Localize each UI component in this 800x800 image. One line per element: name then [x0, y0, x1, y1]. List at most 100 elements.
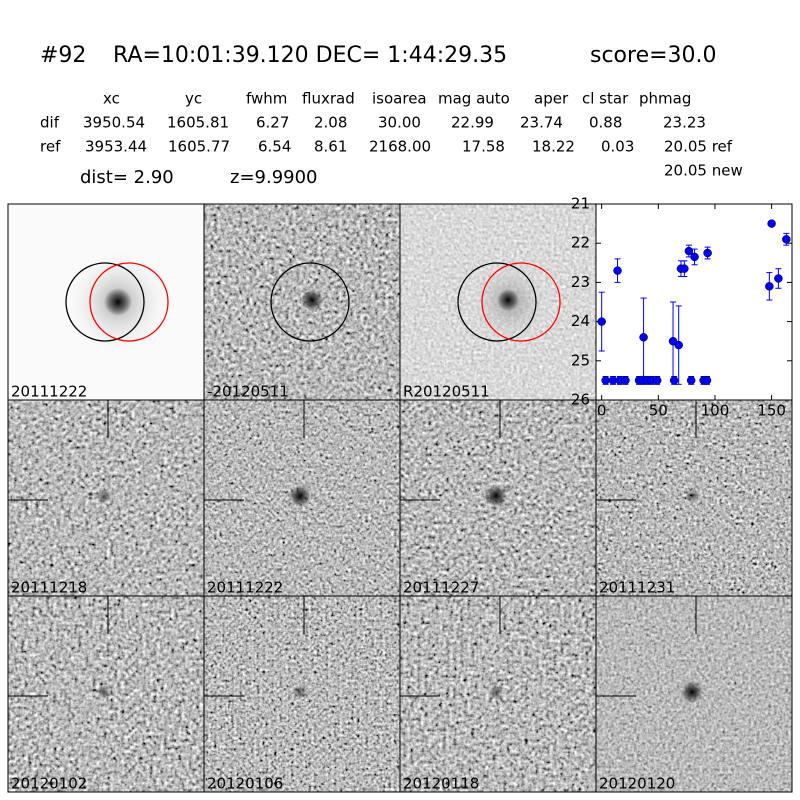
- point: [680, 264, 689, 273]
- stamp-label: -20120511: [207, 383, 289, 401]
- stamp: 20111231: [595, 399, 793, 597]
- table-cell: 1605.77: [168, 138, 230, 156]
- stamp-label: 20111222: [207, 579, 283, 597]
- table-cell: dif: [40, 114, 60, 132]
- table-cell: 3950.54: [83, 114, 145, 132]
- stamps: 20111222 -20120511 R20120511 20111218 201112…: [7, 203, 793, 793]
- point: [702, 376, 712, 385]
- column-header: xc: [103, 90, 120, 108]
- stamp-label: 20120102: [11, 775, 87, 793]
- new-mag: 20.05 new: [664, 162, 743, 180]
- x-tick-label: 100: [701, 402, 730, 420]
- point: [597, 317, 606, 326]
- point: [782, 235, 791, 244]
- source: [681, 681, 703, 703]
- source: [289, 485, 311, 507]
- y-tick-label: 25: [571, 351, 590, 369]
- source: [497, 289, 519, 311]
- stamp-label: 20111227: [403, 579, 479, 597]
- stamp: 20120120: [595, 595, 793, 793]
- x-tick-label: 150: [757, 402, 786, 420]
- point: [652, 376, 662, 385]
- table-cell: 23.74: [520, 114, 563, 132]
- source: [97, 685, 111, 699]
- y-tick-label: 21: [571, 195, 590, 213]
- score: score=30.0: [590, 43, 717, 68]
- source: [489, 685, 503, 699]
- source: [104, 288, 132, 316]
- stamp: 20111222: [203, 399, 401, 597]
- source: [97, 489, 111, 503]
- point: [767, 219, 776, 228]
- stamp: R20120511: [399, 203, 597, 401]
- point: [639, 333, 648, 342]
- column-header: cl star: [582, 90, 629, 108]
- stamp-label: 20120118: [403, 775, 479, 793]
- point: [601, 376, 610, 385]
- aperture: [457, 262, 537, 342]
- stamp-frame: [595, 595, 793, 793]
- table-cell: 6.27: [256, 114, 289, 132]
- stamp: 20111218: [7, 399, 205, 597]
- light-curve: 0 50 100 150 21 22 23 24 25 26: [571, 195, 793, 420]
- source: [485, 485, 507, 507]
- aperture-ref: [89, 262, 169, 342]
- y-tick-label: 23: [571, 273, 590, 291]
- column-header: aper: [534, 90, 569, 108]
- dist: dist= 2.90: [80, 167, 174, 188]
- column-header: fluxrad: [302, 90, 355, 108]
- table-cell: 20.05 ref: [664, 138, 733, 156]
- stamp-label: R20120511: [403, 383, 490, 401]
- table-cell: 17.58: [462, 138, 505, 156]
- plot-area: [596, 204, 792, 400]
- table-cell: 8.61: [314, 138, 347, 156]
- stamp-label: 20120106: [207, 775, 283, 793]
- point: [765, 282, 774, 291]
- table-cell: 0.88: [589, 114, 622, 132]
- stamp: 20120118: [399, 595, 597, 793]
- table-cell: 18.22: [532, 138, 575, 156]
- coordinates: RA=10:01:39.120 DEC= 1:44:29.35: [113, 43, 507, 68]
- point: [686, 376, 696, 385]
- column-header: fwhm: [246, 90, 287, 108]
- table-cell: ref: [40, 138, 61, 156]
- stamp-label: 20111222: [11, 383, 87, 401]
- stamp-label: 20111218: [11, 579, 87, 597]
- x-tick-label: 0: [597, 402, 607, 420]
- column-header: yc: [185, 90, 202, 108]
- table-cell: 2168.00: [369, 138, 431, 156]
- point: [621, 376, 630, 385]
- stamp: -20120511: [203, 203, 401, 401]
- source: [293, 685, 307, 699]
- y-tick-label: 26: [571, 391, 590, 409]
- stamp: 20120102: [7, 595, 205, 793]
- source: [301, 289, 323, 311]
- point: [684, 246, 694, 256]
- point: [690, 252, 699, 262]
- aperture-ref: [481, 262, 561, 342]
- table-cell: 23.23: [663, 114, 706, 132]
- point: [674, 340, 683, 350]
- point: [774, 274, 783, 283]
- plot-frame: [595, 203, 793, 401]
- stamp-label: 20111231: [599, 579, 675, 597]
- point: [613, 266, 622, 275]
- candidate-id: #92: [40, 43, 86, 68]
- point: [703, 248, 712, 258]
- table-cell: 3953.44: [85, 138, 147, 156]
- z: z=9.9900: [230, 167, 318, 188]
- column-header: mag auto: [438, 90, 510, 108]
- stamp: 20111222: [7, 203, 205, 401]
- y-tick-label: 24: [571, 312, 590, 330]
- stamp: 20120106: [203, 595, 401, 793]
- table-cell: 2.08: [314, 114, 347, 132]
- table-cell: 30.00: [378, 114, 421, 132]
- aperture: [65, 262, 145, 342]
- aperture: [270, 262, 350, 342]
- column-header: phmag: [639, 90, 691, 108]
- table-cell: 0.03: [601, 138, 634, 156]
- point: [669, 376, 679, 385]
- stamp-label: 20120120: [599, 775, 675, 793]
- column-header: isoarea: [372, 90, 427, 108]
